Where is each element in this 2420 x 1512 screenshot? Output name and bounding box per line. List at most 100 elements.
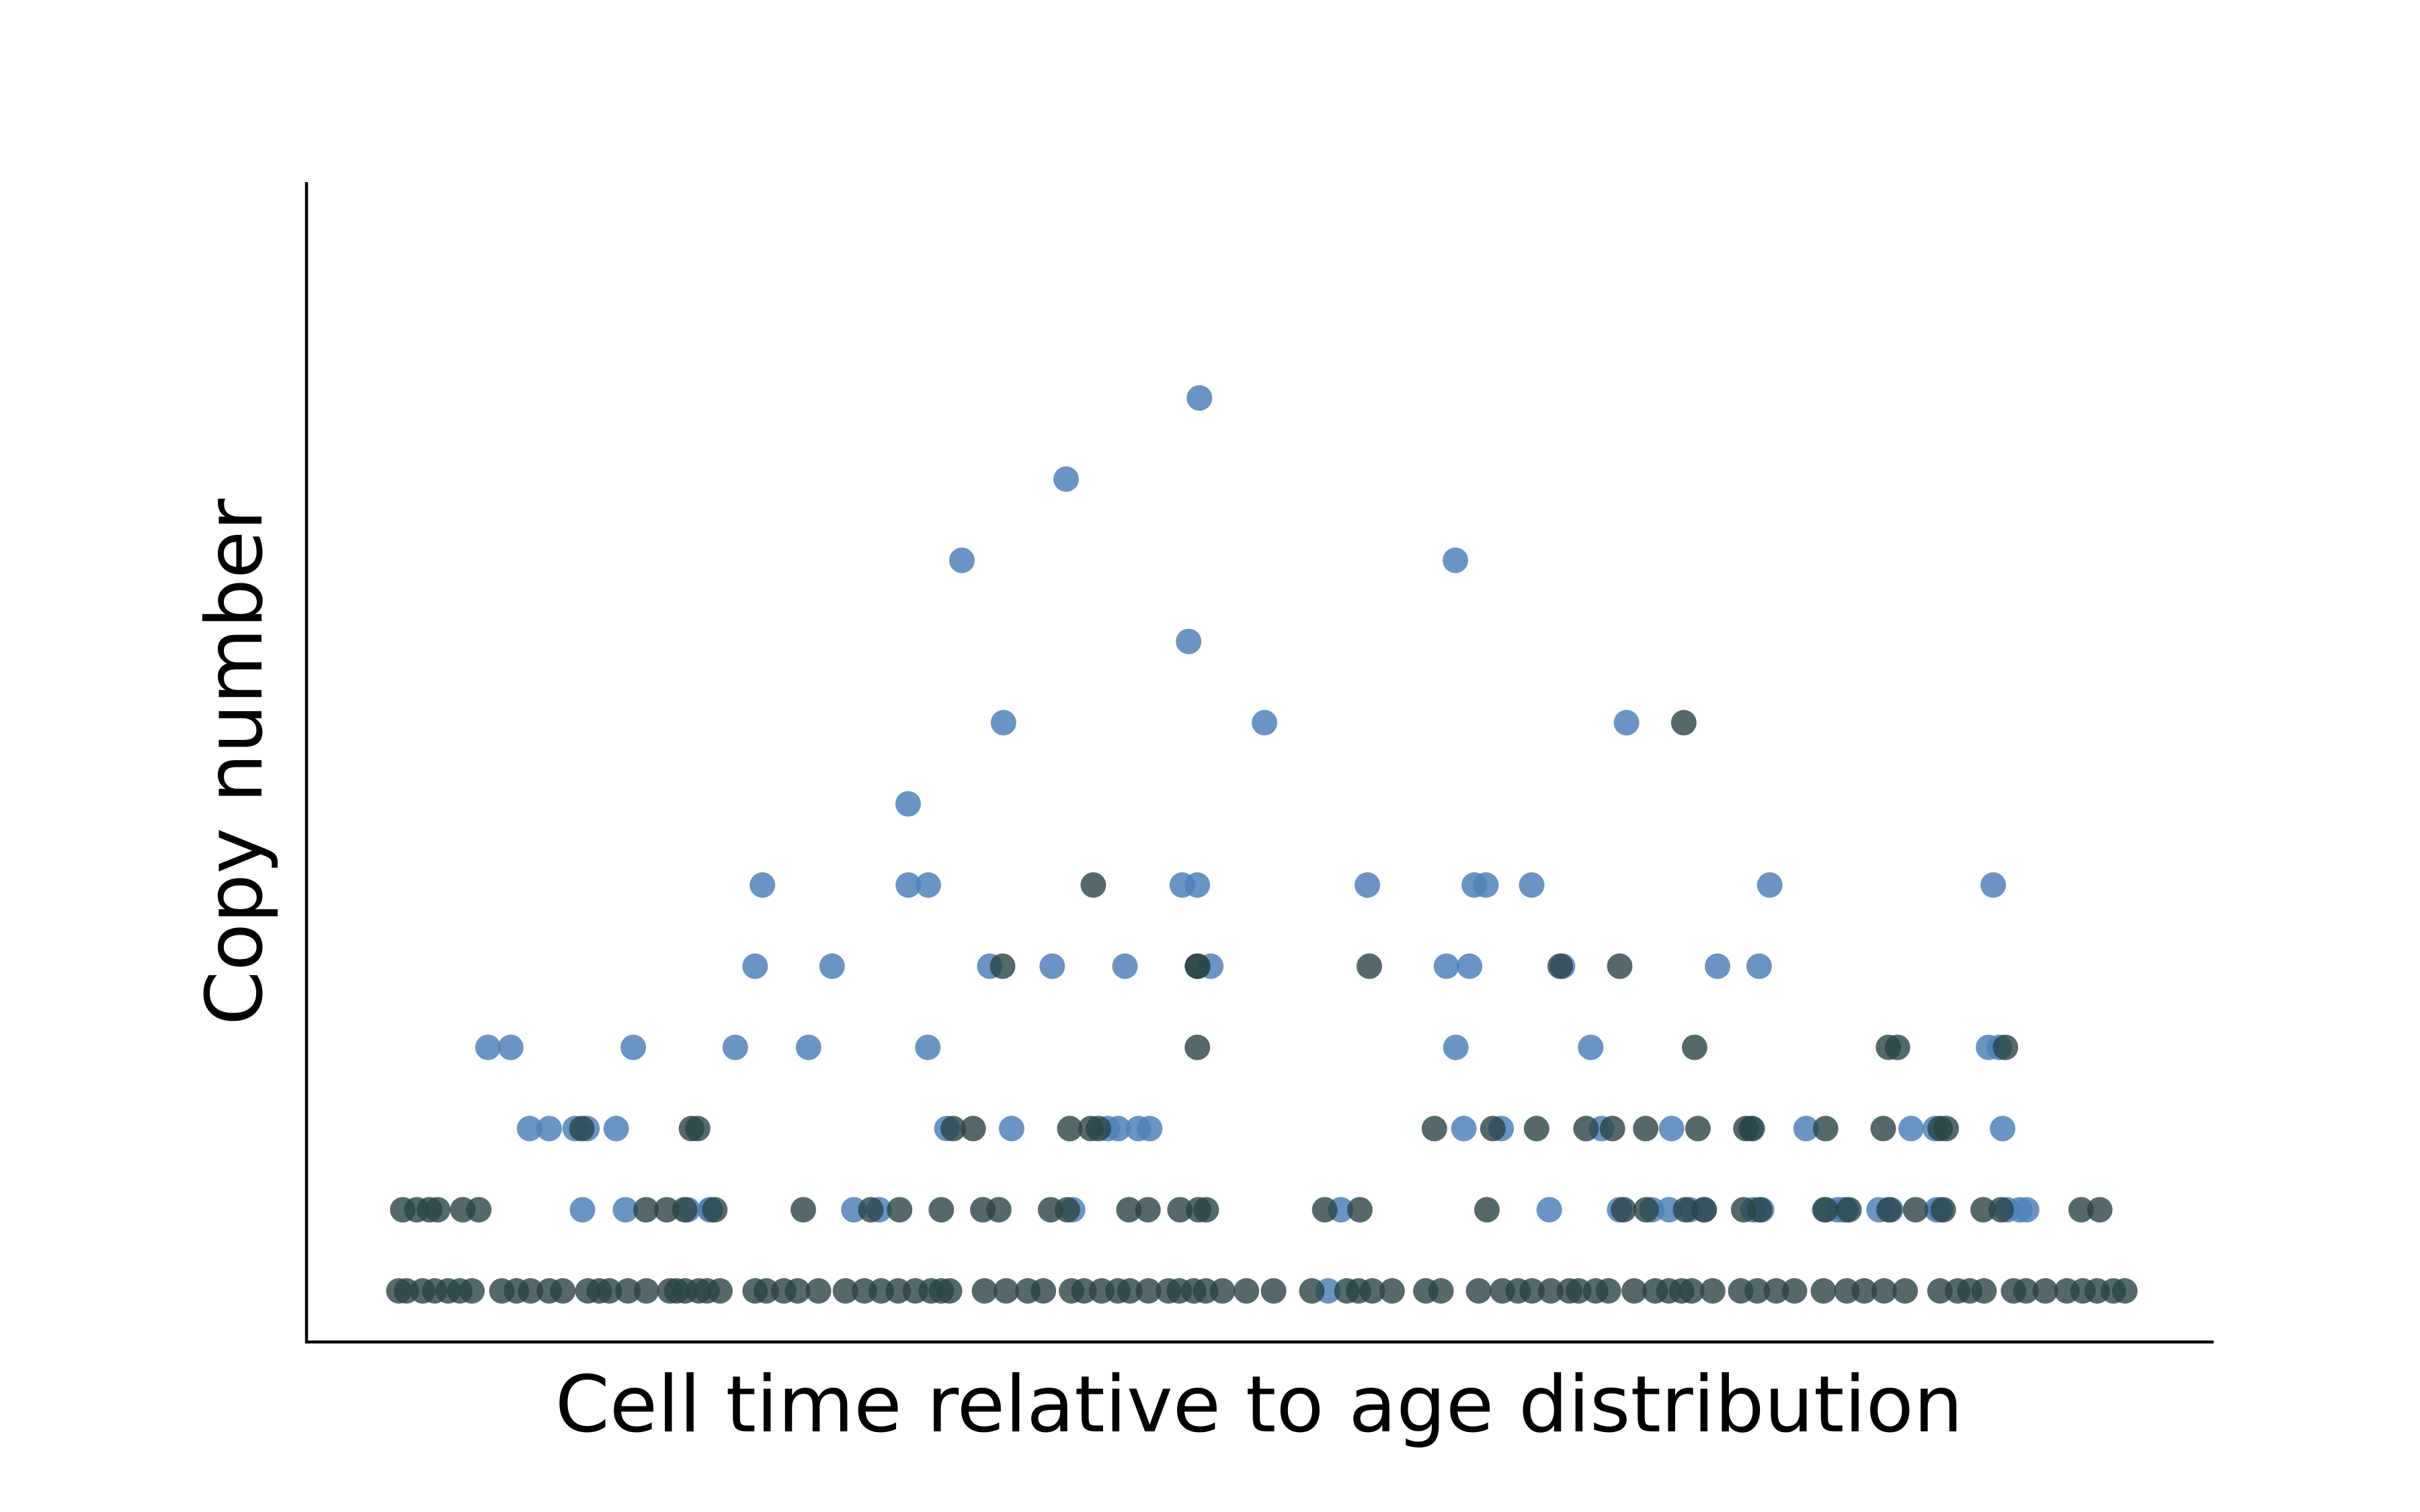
scatter-point	[1071, 1278, 1097, 1304]
scatter-point	[603, 1116, 629, 1142]
scatter-point	[702, 1197, 728, 1223]
scatter-point	[1105, 1116, 1131, 1142]
scatter-point	[1057, 1116, 1083, 1142]
scatter-point	[990, 953, 1016, 979]
scatter-point	[1971, 1278, 1997, 1304]
scatter-point	[516, 1116, 542, 1142]
y-axis-label: Copy number	[190, 499, 280, 1025]
scatter-point	[1621, 1278, 1647, 1304]
scatter-point	[1443, 1034, 1469, 1060]
scatter-point	[1465, 1278, 1492, 1304]
scatter-point	[1031, 1278, 1057, 1304]
scatter-point	[1135, 1197, 1161, 1223]
scatter-point	[1980, 872, 2007, 898]
scatter-point	[550, 1278, 576, 1304]
scatter-point	[1595, 1278, 1621, 1304]
scatter-point	[1359, 1278, 1385, 1304]
plot-area	[386, 385, 2138, 1304]
scatter-point	[1312, 1197, 1338, 1223]
scatter-point	[518, 1278, 544, 1304]
scatter-point	[784, 1278, 811, 1304]
scatter-point	[1812, 1197, 1839, 1223]
scatter-point	[1474, 1197, 1500, 1223]
scatter-point	[1757, 872, 1783, 898]
scatter-point	[805, 1278, 832, 1304]
scatter-point	[1209, 1278, 1236, 1304]
scatter-point	[466, 1197, 492, 1223]
scatter-point	[1902, 1197, 1929, 1223]
scatter-point	[1433, 953, 1459, 979]
scatter-point	[1184, 1034, 1211, 1060]
scatter-point	[1679, 1278, 1705, 1304]
scatter-point	[1812, 1116, 1839, 1142]
scatter-point	[1053, 466, 1079, 492]
scatter-point	[1573, 1116, 1599, 1142]
scatter-point	[684, 1116, 711, 1142]
scatter-point	[1357, 953, 1382, 979]
scatter-point	[1184, 872, 1211, 898]
scatter-point	[1193, 1197, 1219, 1223]
scatter-point	[707, 1278, 733, 1304]
scatter-point	[1793, 1116, 1819, 1142]
scatter-point	[1613, 710, 1640, 736]
scatter-point	[1116, 1197, 1142, 1223]
scatter-point	[1547, 953, 1573, 979]
scatter-point	[1519, 872, 1545, 898]
scatter-point	[1870, 1116, 1896, 1142]
scatter-point	[1578, 1034, 1604, 1060]
x-axis-label: Cell time relative to age distribution	[555, 1359, 1963, 1450]
scatter-point	[1421, 1116, 1447, 1142]
scatter-point	[1672, 1197, 1699, 1223]
scatter-point	[475, 1034, 501, 1060]
scatter-point	[1691, 1197, 1717, 1223]
scatter-point	[1379, 1278, 1405, 1304]
scatter-point	[1054, 1197, 1080, 1223]
scatter-point	[1135, 1278, 1162, 1304]
scatter-point	[1633, 1116, 1659, 1142]
scatter-point	[1112, 953, 1138, 979]
scatter-point	[1536, 1197, 1562, 1223]
scatter-point	[1080, 872, 1106, 898]
scatter-point	[1633, 1197, 1659, 1223]
scatter-point	[1176, 628, 1202, 655]
scatter-point	[1658, 1116, 1685, 1142]
scatter-point	[832, 1278, 858, 1304]
scatter-point	[1781, 1278, 1808, 1304]
scatter-point	[990, 710, 1016, 736]
scatter-point	[1443, 547, 1469, 573]
scatter-point	[928, 1197, 955, 1223]
scatter-point	[1457, 953, 1483, 979]
scatter-point	[1473, 872, 1499, 898]
scatter-point	[2013, 1197, 2040, 1223]
scatter-point	[1607, 953, 1633, 979]
scatter-point	[858, 1197, 884, 1223]
scatter-point	[750, 872, 776, 898]
scatter-point	[1137, 1116, 1163, 1142]
scatter-point	[895, 791, 921, 817]
scatter-point	[887, 1197, 913, 1223]
scatter-point	[620, 1034, 647, 1060]
scatter-point	[612, 1197, 639, 1223]
scatter-point	[672, 1197, 698, 1223]
scatter-point	[753, 1278, 779, 1304]
scatter-point	[459, 1278, 485, 1304]
scatter-point	[653, 1197, 680, 1223]
scatter-point	[949, 547, 975, 573]
scatter-point	[1480, 1116, 1506, 1142]
scatter-point	[1234, 1278, 1260, 1304]
scatter-point	[596, 1278, 622, 1304]
scatter-point	[895, 872, 922, 898]
scatter-point	[1167, 1197, 1193, 1223]
scatter-point	[1428, 1278, 1454, 1304]
scatter-point	[1086, 1116, 1112, 1142]
scatter-point	[569, 1197, 596, 1223]
scatter-point	[569, 1116, 595, 1142]
scatter-point	[425, 1197, 451, 1223]
scatter-point	[536, 1116, 562, 1142]
scatter-point	[615, 1278, 641, 1304]
scatter-point	[1685, 1116, 1711, 1142]
scatter-point	[1898, 1116, 1924, 1142]
scatter-point	[1933, 1116, 1960, 1142]
scatter-point	[1851, 1278, 1878, 1304]
scatter-point	[791, 1197, 816, 1223]
